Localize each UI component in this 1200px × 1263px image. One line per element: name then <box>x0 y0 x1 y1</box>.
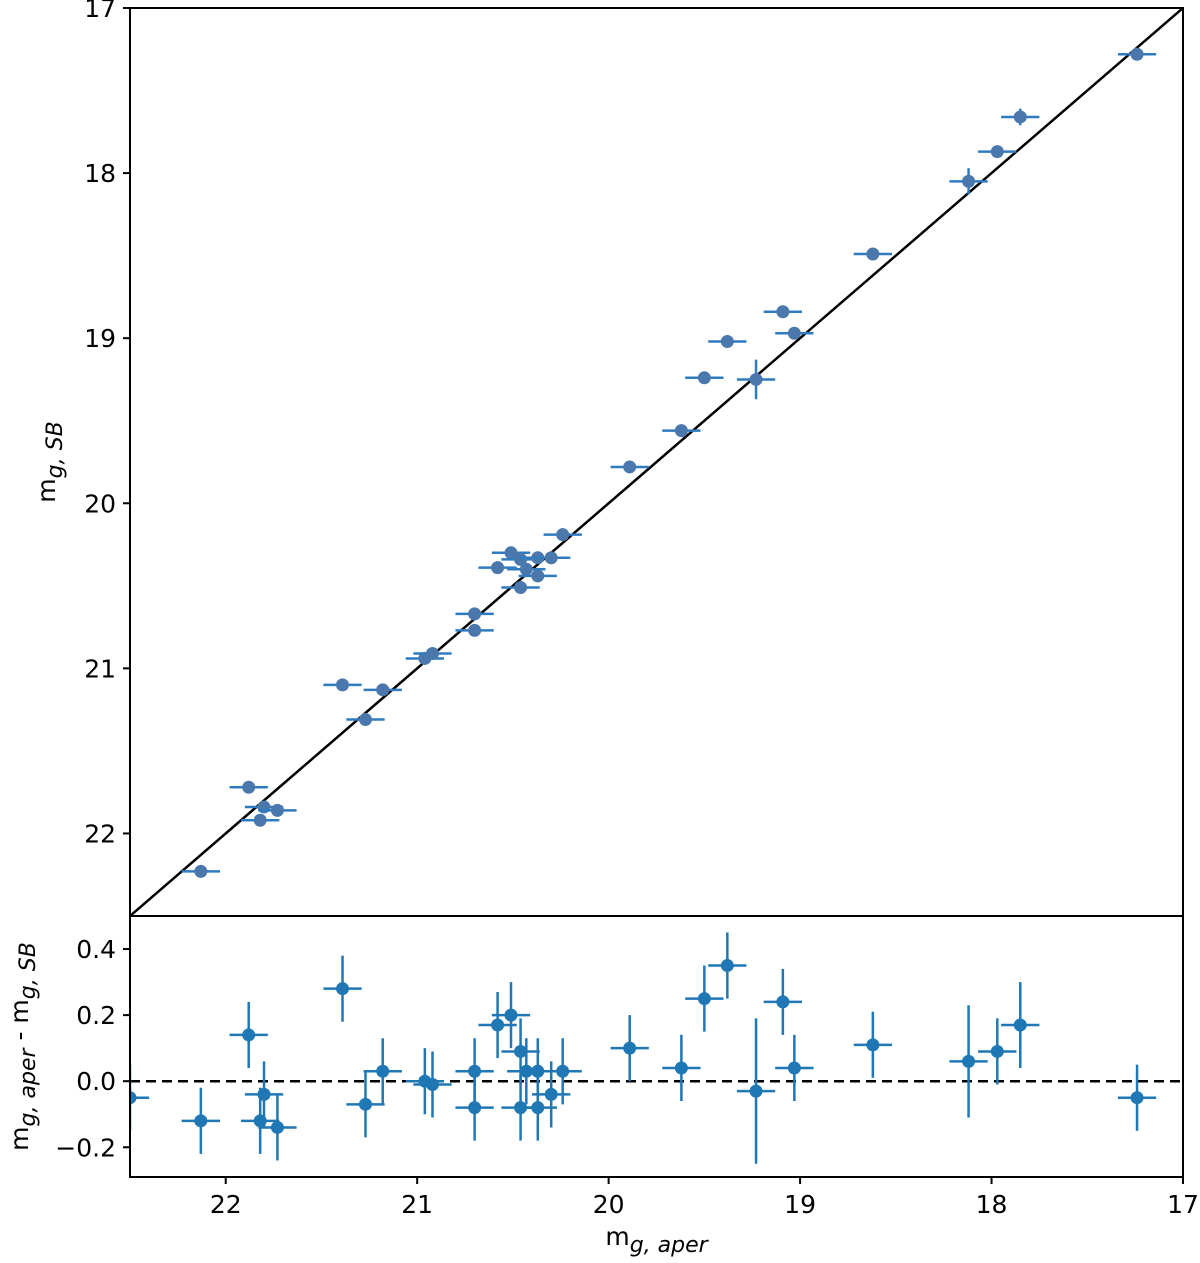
axis-label-part: m <box>605 1222 629 1251</box>
point <box>336 678 350 692</box>
point <box>720 959 734 973</box>
x-tick-label: 19 <box>784 1190 816 1219</box>
plot-area <box>130 8 1183 916</box>
y-tick-label: 0.0 <box>76 1067 116 1096</box>
point <box>1130 47 1144 61</box>
point <box>253 813 267 827</box>
axis-label-part: - m <box>5 999 34 1048</box>
y-tick-label: 21 <box>84 654 116 683</box>
axis-label-part: m <box>32 478 61 502</box>
point <box>962 1054 976 1068</box>
point <box>544 551 558 565</box>
point <box>253 1114 267 1128</box>
point <box>962 174 976 188</box>
point <box>749 1084 763 1098</box>
point <box>358 713 372 727</box>
point <box>674 424 688 438</box>
y-tick-label: 17 <box>84 0 116 23</box>
axis-label: mg, aper <box>605 1222 709 1258</box>
point <box>336 982 350 996</box>
point <box>194 864 208 878</box>
y-tick-label: 0.2 <box>76 1001 116 1030</box>
point <box>425 1077 439 1091</box>
point <box>194 1114 208 1128</box>
point <box>242 1028 256 1042</box>
y-tick-label: 22 <box>84 819 116 848</box>
x-tick-label: 21 <box>401 1190 433 1219</box>
point <box>1013 1018 1027 1032</box>
point <box>468 607 482 621</box>
point <box>270 1120 284 1134</box>
axis-label: mg, aper - mg, SB <box>5 942 41 1151</box>
point <box>787 326 801 340</box>
point <box>787 1061 801 1075</box>
point <box>623 1041 637 1055</box>
point <box>531 1101 545 1115</box>
y-tick-label: −0.2 <box>55 1133 116 1162</box>
point <box>749 372 763 386</box>
point <box>468 1101 482 1115</box>
point <box>468 623 482 637</box>
point <box>358 1097 372 1111</box>
point <box>514 1044 528 1058</box>
y-tick-label: 19 <box>84 324 116 353</box>
point <box>697 371 711 385</box>
point <box>491 561 505 575</box>
point <box>491 1018 505 1032</box>
point <box>674 1061 688 1075</box>
axis-label-part: g, SB <box>16 942 41 999</box>
axis-label-part: m <box>5 1126 34 1150</box>
identity-line <box>130 8 1183 916</box>
y-tick-label: 0.4 <box>76 935 116 964</box>
x-tick-label: 20 <box>593 1190 625 1219</box>
point <box>270 803 284 817</box>
axis-label-part: g, aper <box>16 1047 41 1127</box>
point <box>242 780 256 794</box>
point <box>556 528 570 542</box>
point <box>376 1064 390 1078</box>
point <box>504 1008 518 1022</box>
x-tick-label: 22 <box>210 1190 242 1219</box>
point <box>556 1064 570 1078</box>
x-tick-label: 17 <box>1167 1190 1199 1219</box>
point <box>514 580 528 594</box>
point <box>504 546 518 560</box>
axis-label-part: g, SB <box>43 421 68 478</box>
axes-frame <box>129 915 1184 1178</box>
point <box>990 1044 1004 1058</box>
point <box>866 1038 880 1052</box>
point <box>776 305 790 319</box>
plot-area <box>130 932 1183 1164</box>
axis-label: mg, SB <box>32 421 68 502</box>
point <box>130 1091 137 1105</box>
point <box>531 1064 545 1078</box>
point <box>990 145 1004 159</box>
point <box>468 1064 482 1078</box>
point <box>1130 1091 1144 1105</box>
point <box>425 647 439 661</box>
point <box>376 683 390 697</box>
point <box>531 569 545 583</box>
point <box>866 247 880 261</box>
x-tick-label: 18 <box>976 1190 1008 1219</box>
point <box>697 992 711 1006</box>
point <box>514 552 528 566</box>
point <box>720 334 734 348</box>
point <box>623 460 637 474</box>
point <box>544 1087 558 1101</box>
y-tick-label: 20 <box>84 489 116 518</box>
point <box>776 995 790 1009</box>
y-tick-label: 18 <box>84 159 116 188</box>
point <box>519 562 533 576</box>
axis-label-part: g, aper <box>630 1233 710 1258</box>
point <box>1013 110 1027 124</box>
